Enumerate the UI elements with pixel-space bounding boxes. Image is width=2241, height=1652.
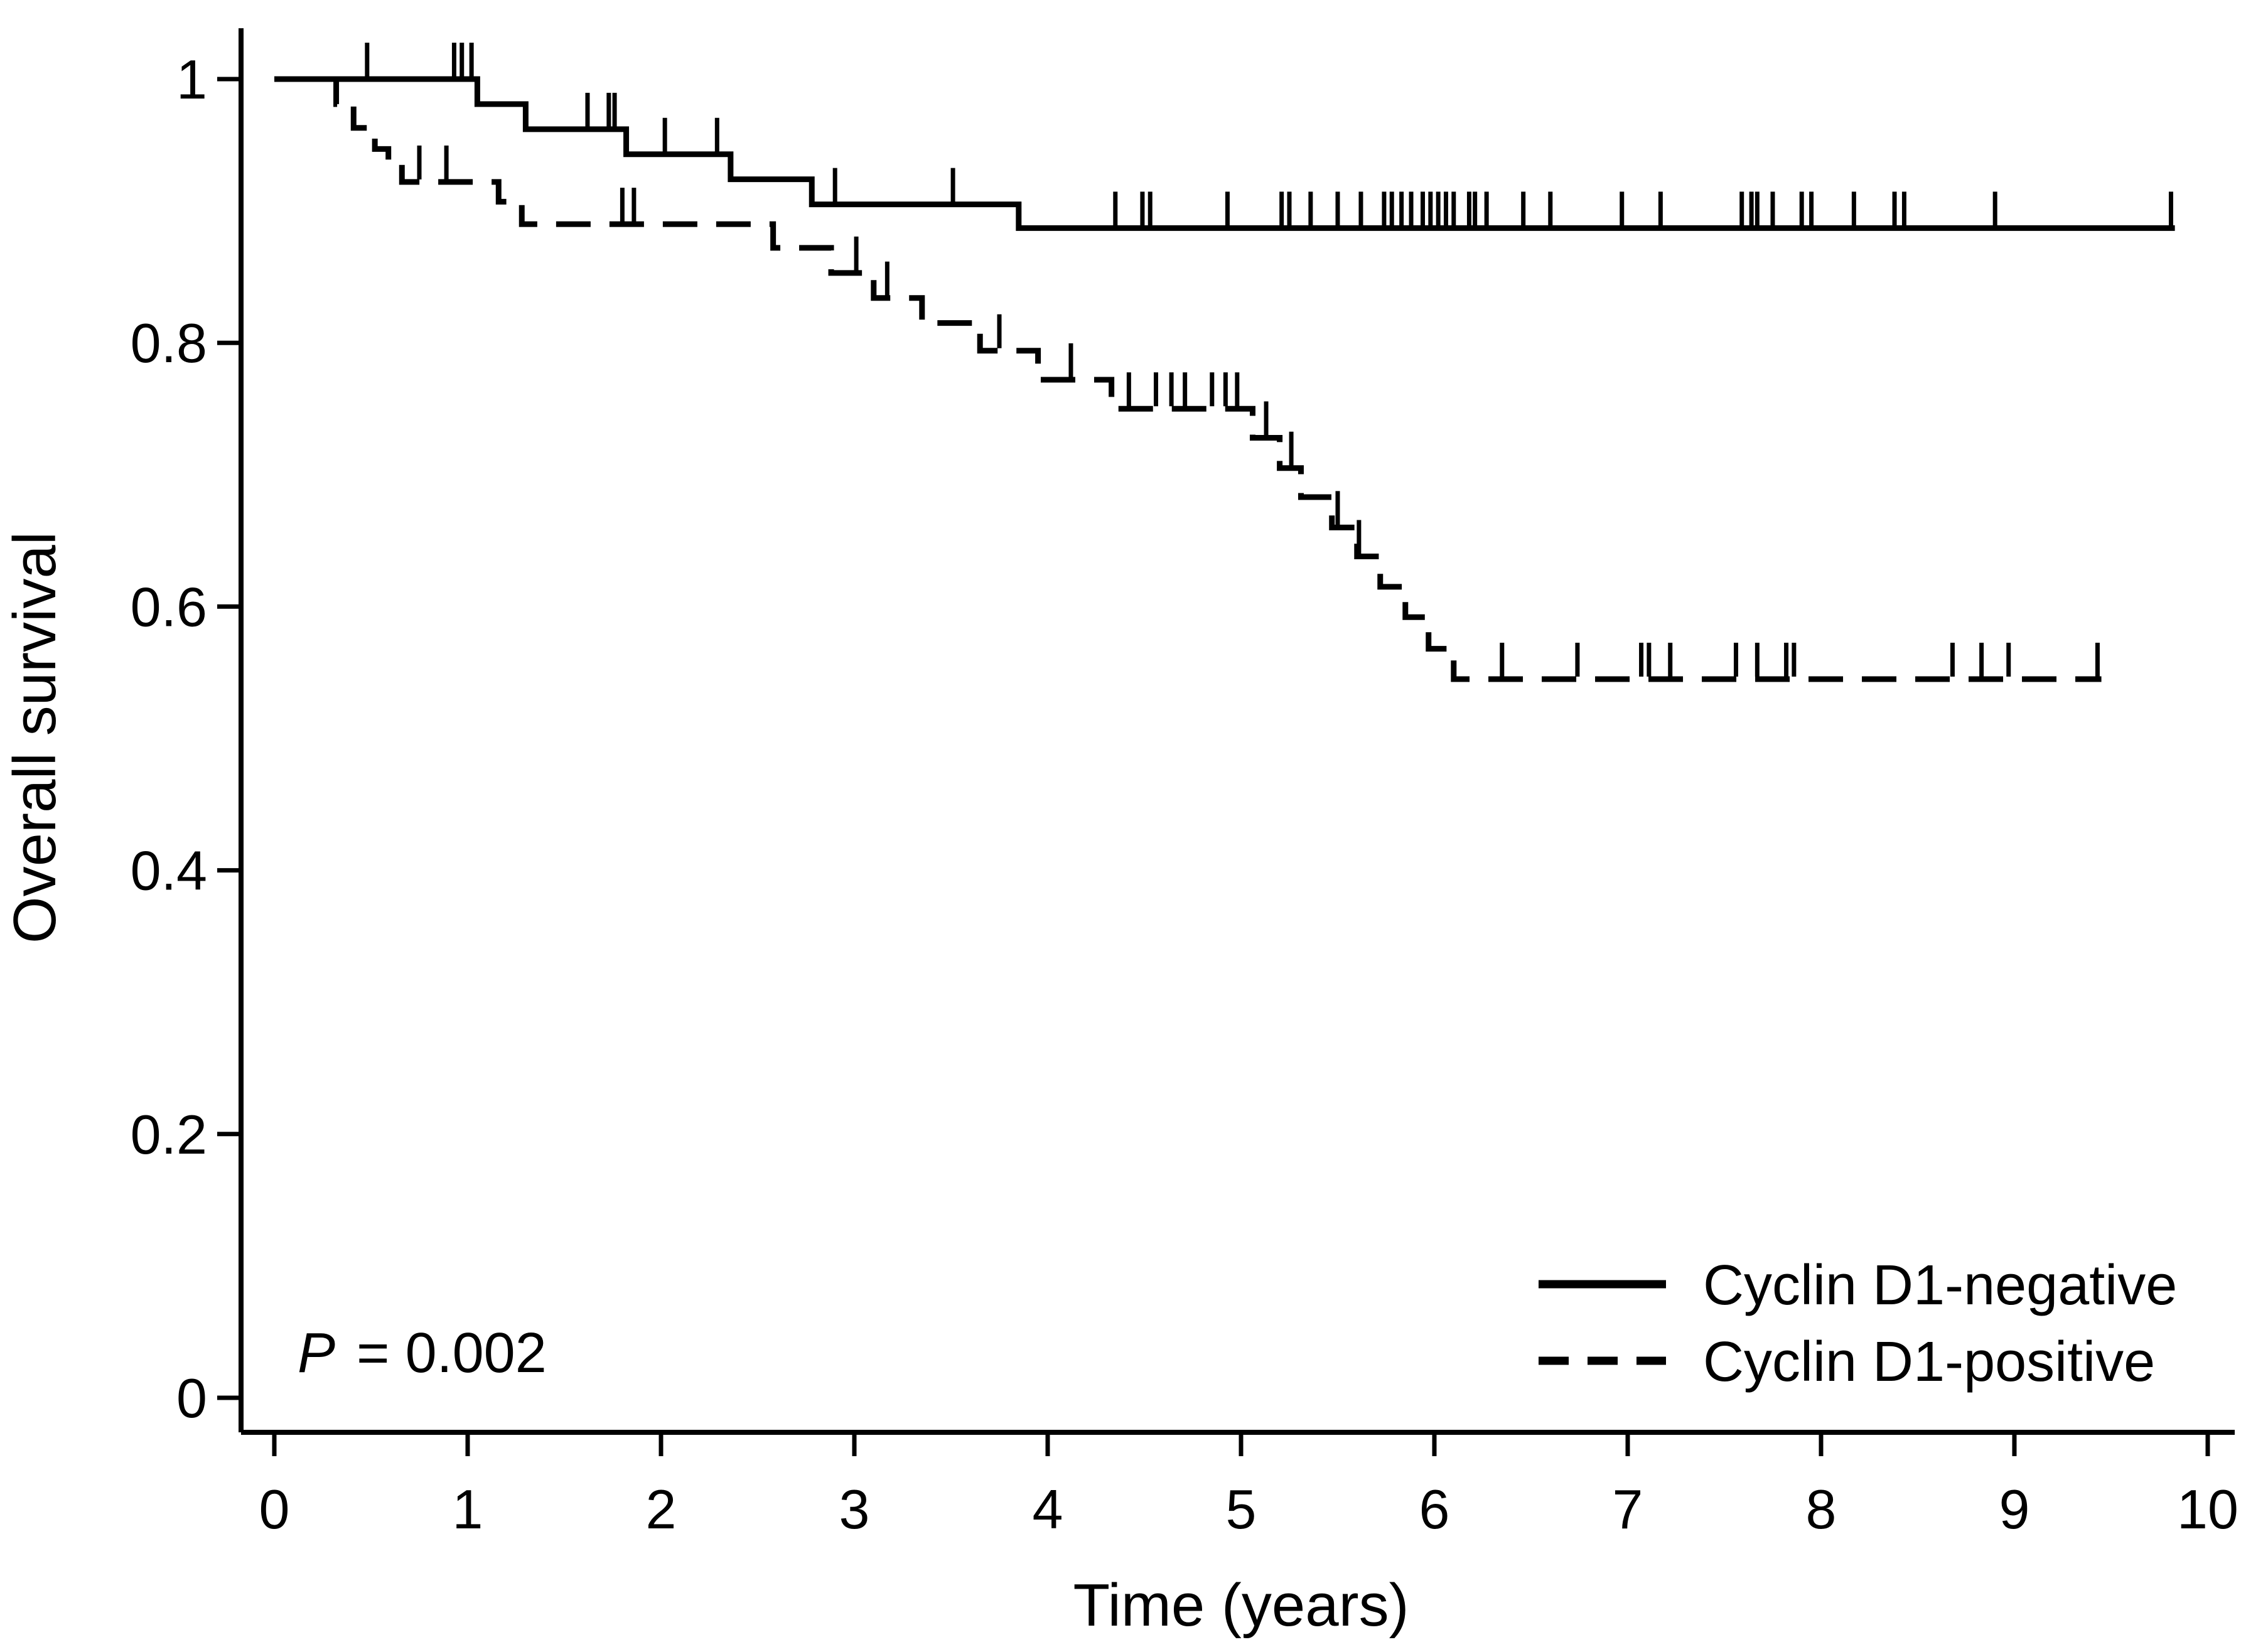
legend-label-negative: Cyclin D1-negative xyxy=(1703,1254,2177,1317)
x-tick-label: 5 xyxy=(1226,1478,1257,1540)
legend: Cyclin D1-negative Cyclin D1-positive xyxy=(1539,1254,2177,1393)
y-tick-label: 0.4 xyxy=(131,840,207,902)
y-tick-label: 0 xyxy=(176,1367,207,1429)
y-axis-title: Overall survival xyxy=(1,532,68,943)
p-value-text: = 0.002 xyxy=(357,1322,547,1385)
y-tick-label: 0.6 xyxy=(131,576,207,638)
x-tick-label: 10 xyxy=(2177,1478,2238,1540)
x-tick-label: 2 xyxy=(646,1478,677,1540)
censor-marks xyxy=(365,43,2173,677)
axes: 1 0.8 0.6 0.4 0.2 00 1 2 3 4 5 6 7 8 9 10 xyxy=(131,28,2238,1540)
x-tick-label: 9 xyxy=(1999,1478,2030,1540)
p-value-symbol: P xyxy=(298,1322,335,1385)
y-tick-label: 1 xyxy=(176,48,207,110)
curve-cyclin-d1-negative xyxy=(274,76,2175,231)
x-tick-label: 6 xyxy=(1419,1478,1450,1540)
x-tick-label: 4 xyxy=(1033,1478,1063,1540)
x-tick-label: 3 xyxy=(839,1478,870,1540)
x-tick-label: 1 xyxy=(453,1478,483,1540)
x-axis-title: Time (years) xyxy=(1073,1572,1409,1639)
x-tick-label: 8 xyxy=(1806,1478,1837,1540)
p-value-annotation: P = 0.002 xyxy=(298,1322,547,1385)
x-tick-label: 0 xyxy=(259,1478,290,1540)
legend-label-positive: Cyclin D1-positive xyxy=(1703,1331,2155,1393)
y-tick-label: 0.8 xyxy=(131,312,207,374)
x-tick-label: 7 xyxy=(1613,1478,1643,1540)
curve-cyclin-d1-positive xyxy=(274,76,2102,682)
survival-curves xyxy=(274,76,2175,682)
y-tick-label: 0.2 xyxy=(131,1103,207,1166)
